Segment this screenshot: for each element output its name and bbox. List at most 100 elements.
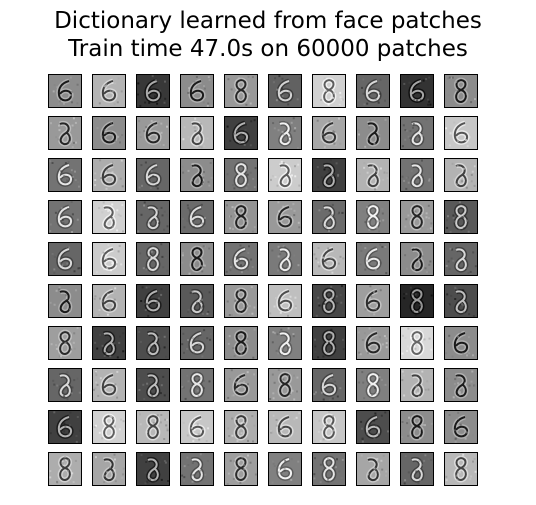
- dictionary-atom: [312, 326, 346, 360]
- dictionary-atom: [268, 368, 302, 402]
- dictionary-atom: [136, 116, 170, 150]
- dictionary-atom: [180, 74, 214, 108]
- dictionary-atom: [444, 200, 478, 234]
- dictionary-atom: [312, 158, 346, 192]
- dictionary-atom: [444, 326, 478, 360]
- dictionary-atom: [268, 242, 302, 276]
- dictionary-atom: [312, 242, 346, 276]
- dictionary-atom: [48, 410, 82, 444]
- dictionary-atom: [180, 410, 214, 444]
- dictionary-atom: [136, 74, 170, 108]
- dictionary-atom: [444, 410, 478, 444]
- dictionary-atom: [444, 74, 478, 108]
- dictionary-atom: [400, 368, 434, 402]
- dictionary-atom: [444, 368, 478, 402]
- dictionary-atom: [180, 158, 214, 192]
- dictionary-atom: [444, 452, 478, 486]
- dictionary-atom: [92, 242, 126, 276]
- dictionary-atom: [136, 242, 170, 276]
- dictionary-atom: [224, 452, 258, 486]
- dictionary-atom: [356, 326, 390, 360]
- dictionary-atom: [224, 158, 258, 192]
- dictionary-atom: [48, 74, 82, 108]
- dictionary-atom: [400, 74, 434, 108]
- dictionary-atom: [180, 284, 214, 318]
- dictionary-atom: [136, 452, 170, 486]
- title-line-2: Train time 47.0s on 60000 patches: [68, 36, 468, 62]
- dictionary-atom: [48, 452, 82, 486]
- dictionary-atom: [136, 326, 170, 360]
- dictionary-atom: [356, 452, 390, 486]
- dictionary-atom: [180, 200, 214, 234]
- dictionary-atom: [268, 410, 302, 444]
- dictionary-atom: [92, 326, 126, 360]
- dictionary-atom: [268, 116, 302, 150]
- dictionary-atom: [400, 326, 434, 360]
- dictionary-atom: [136, 200, 170, 234]
- dictionary-atom: [312, 284, 346, 318]
- dictionary-atom: [136, 368, 170, 402]
- dictionary-atom: [400, 158, 434, 192]
- dictionary-atom: [356, 242, 390, 276]
- dictionary-atom-grid: [48, 74, 488, 494]
- dictionary-atom: [356, 158, 390, 192]
- dictionary-atom: [268, 284, 302, 318]
- dictionary-atom: [92, 116, 126, 150]
- dictionary-atom: [48, 326, 82, 360]
- dictionary-atom: [400, 452, 434, 486]
- dictionary-atom: [400, 116, 434, 150]
- dictionary-atom: [400, 410, 434, 444]
- dictionary-atom: [356, 74, 390, 108]
- dictionary-atom: [92, 74, 126, 108]
- dictionary-atom: [312, 200, 346, 234]
- dictionary-atom: [224, 326, 258, 360]
- dictionary-atom: [92, 368, 126, 402]
- dictionary-atom: [444, 116, 478, 150]
- dictionary-atom: [48, 368, 82, 402]
- dictionary-atom: [312, 410, 346, 444]
- dictionary-atom: [224, 116, 258, 150]
- dictionary-atom: [92, 200, 126, 234]
- dictionary-atom: [356, 368, 390, 402]
- dictionary-atom: [180, 116, 214, 150]
- dictionary-atom: [444, 242, 478, 276]
- dictionary-atom: [224, 368, 258, 402]
- dictionary-atom: [136, 410, 170, 444]
- dictionary-atom: [356, 200, 390, 234]
- dictionary-atom: [400, 284, 434, 318]
- dictionary-atom: [136, 284, 170, 318]
- dictionary-atom: [312, 452, 346, 486]
- dictionary-atom: [356, 410, 390, 444]
- dictionary-atom: [48, 200, 82, 234]
- dictionary-atom: [268, 200, 302, 234]
- dictionary-atom: [268, 326, 302, 360]
- title-line-1: Dictionary learned from face patches: [54, 8, 482, 34]
- dictionary-atom: [180, 452, 214, 486]
- dictionary-atom: [356, 284, 390, 318]
- dictionary-atom: [92, 452, 126, 486]
- dictionary-atom: [312, 368, 346, 402]
- dictionary-atom: [224, 284, 258, 318]
- dictionary-atom: [180, 242, 214, 276]
- dictionary-atom: [312, 116, 346, 150]
- dictionary-atom: [180, 368, 214, 402]
- dictionary-atom: [180, 326, 214, 360]
- dictionary-atom: [136, 158, 170, 192]
- dictionary-atom: [48, 242, 82, 276]
- dictionary-atom: [48, 284, 82, 318]
- dictionary-atom: [224, 410, 258, 444]
- dictionary-atom: [224, 200, 258, 234]
- dictionary-atom: [400, 200, 434, 234]
- dictionary-atom: [400, 242, 434, 276]
- dictionary-atom: [356, 116, 390, 150]
- dictionary-atom: [92, 410, 126, 444]
- dictionary-atom: [268, 452, 302, 486]
- dictionary-atom: [48, 158, 82, 192]
- dictionary-atom: [444, 158, 478, 192]
- dictionary-atom: [268, 158, 302, 192]
- dictionary-atom: [312, 74, 346, 108]
- dictionary-atom: [48, 116, 82, 150]
- dictionary-atom: [268, 74, 302, 108]
- dictionary-atom: [92, 158, 126, 192]
- dictionary-atom: [224, 74, 258, 108]
